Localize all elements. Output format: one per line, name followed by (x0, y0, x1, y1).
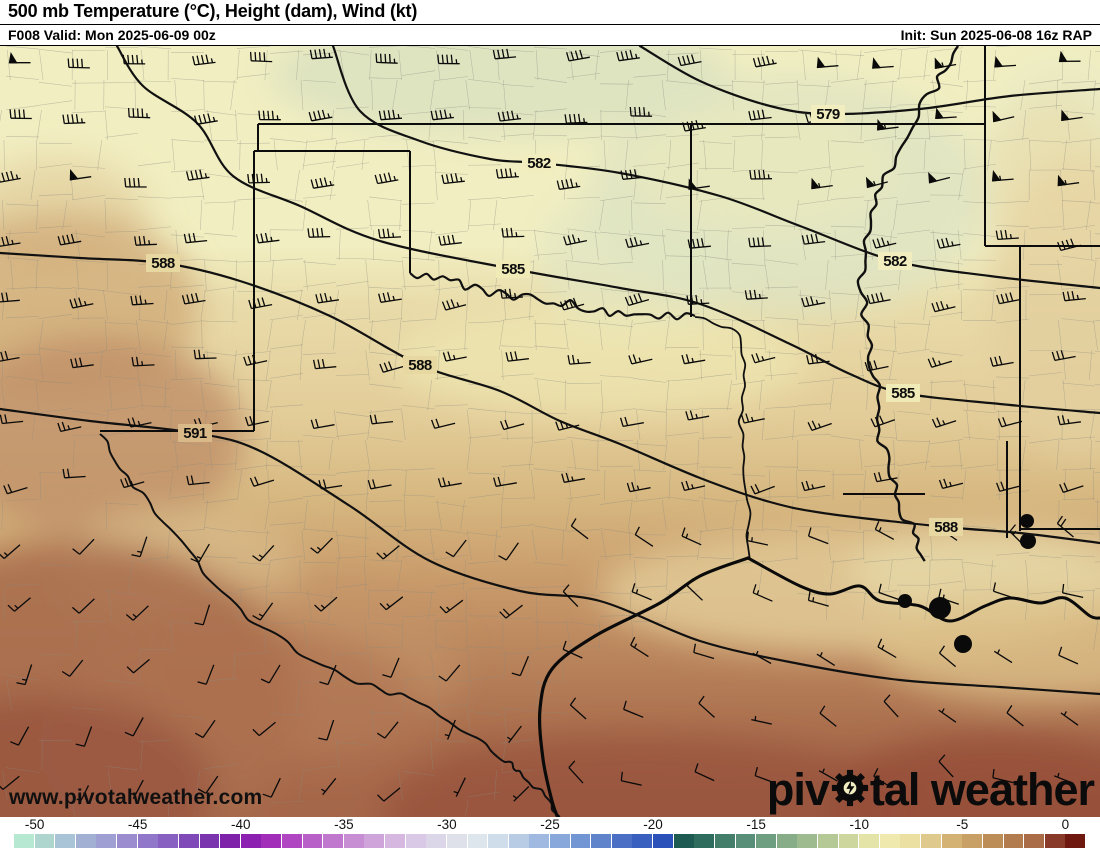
svg-text:588: 588 (151, 255, 175, 272)
logo-text-right: tal weather (869, 764, 1095, 815)
colorbar-segment (405, 834, 426, 848)
svg-text:588: 588 (934, 519, 958, 536)
colorbar-segment (529, 834, 550, 848)
colorbar-segment (446, 834, 467, 848)
watermark-url: www.pivotalweather.com (9, 786, 263, 809)
colorbar-segment (735, 834, 756, 848)
colorbar-tick: -35 (334, 817, 354, 832)
colorbar-segment (550, 834, 570, 848)
colorbar-segment (1065, 834, 1086, 848)
colorbar-segment (611, 834, 632, 848)
pivotal-weather-logo: piv tal weather (766, 764, 1095, 815)
colorbar-segment (756, 834, 776, 848)
colorbar-segment (96, 834, 117, 848)
colorbar-segment (220, 834, 240, 848)
colorbar-segment (14, 834, 34, 848)
colorbar-segment (653, 834, 673, 848)
header-divider (0, 24, 1100, 25)
colorbar-segment (34, 834, 55, 848)
colorbar-segment (261, 834, 282, 848)
colorbar-segment (75, 834, 96, 848)
colorbar-segment (982, 834, 1003, 848)
svg-text:582: 582 (527, 155, 551, 172)
colorbar-segment (364, 834, 385, 848)
colorbar-tick-labels: -50 -45 -40 -35 -30 -25 -20 -15 -10 -5 0 (0, 817, 1100, 833)
colorbar (0, 833, 1100, 850)
colorbar-segment (199, 834, 220, 848)
colorbar-tick: -15 (746, 817, 766, 832)
svg-text:588: 588 (408, 357, 432, 374)
colorbar-segment (879, 834, 900, 848)
colorbar-segment (941, 834, 962, 848)
colorbar-segment (962, 834, 983, 848)
colorbar-segment (158, 834, 179, 848)
colorbar-segment (302, 834, 323, 848)
colorbar-segment (323, 834, 344, 848)
colorbar-segment (1003, 834, 1024, 848)
colorbar-segment (859, 834, 880, 848)
colorbar-segment (240, 834, 261, 848)
colorbar-tick: 0 (1061, 817, 1070, 832)
colorbar-segment (488, 834, 508, 848)
colorbar-segment (818, 834, 838, 848)
colorbar-segment (467, 834, 488, 848)
colorbar-segment (900, 834, 921, 848)
colorbar-segment (117, 834, 137, 848)
colorbar-segment (632, 834, 653, 848)
colorbar-tick: -45 (127, 817, 148, 832)
colorbar-segment (570, 834, 591, 848)
colorbar-segment (137, 834, 158, 848)
colorbar-tick: -50 (24, 817, 45, 832)
colorbar-segment (694, 834, 715, 848)
init-time-label: Init: Sun 2025-06-08 16z RAP (900, 27, 1092, 43)
gear-icon (831, 769, 869, 814)
colorbar-segment (797, 834, 818, 848)
weather-map: 579 582 582 585 585 588 588 588 591 www.pivotalw… (0, 45, 1100, 818)
page-title: 500 mb Temperature (°C), Height (dam), W… (8, 1, 418, 21)
colorbar-segment (591, 834, 612, 848)
colorbar-segment (1044, 834, 1065, 848)
colorbar-tick: -25 (540, 817, 560, 832)
colorbar-tick: -20 (643, 817, 663, 832)
svg-text:579: 579 (816, 106, 840, 123)
colorbar-segment (1024, 834, 1044, 848)
colorbar-tick: -30 (437, 817, 457, 832)
colorbar-segment (673, 834, 694, 848)
colorbar-segment (426, 834, 447, 848)
colorbar-segment (178, 834, 199, 848)
header: 500 mb Temperature (°C), Height (dam), W… (0, 0, 1100, 45)
colorbar-segment (714, 834, 735, 848)
colorbar-segment (508, 834, 529, 848)
map-canvas: 579 582 582 585 585 588 588 588 591 (0, 46, 1100, 818)
svg-text:582: 582 (883, 253, 907, 270)
colorbar-tick: -40 (231, 817, 251, 832)
colorbar-segment (838, 834, 859, 848)
colorbar-segment (385, 834, 405, 848)
svg-text:591: 591 (183, 425, 207, 442)
colorbar-segment (55, 834, 76, 848)
logo-text-left: piv (766, 764, 830, 815)
colorbar-segment (282, 834, 302, 848)
valid-time-label: F008 Valid: Mon 2025-06-09 00z (8, 27, 216, 43)
colorbar-segment (776, 834, 797, 848)
colorbar-tick: -5 (956, 817, 969, 832)
colorbar-tick: -10 (849, 817, 869, 832)
svg-text:585: 585 (501, 261, 525, 278)
colorbar-segment (343, 834, 364, 848)
svg-text:585: 585 (891, 385, 915, 402)
colorbar-segment (921, 834, 941, 848)
